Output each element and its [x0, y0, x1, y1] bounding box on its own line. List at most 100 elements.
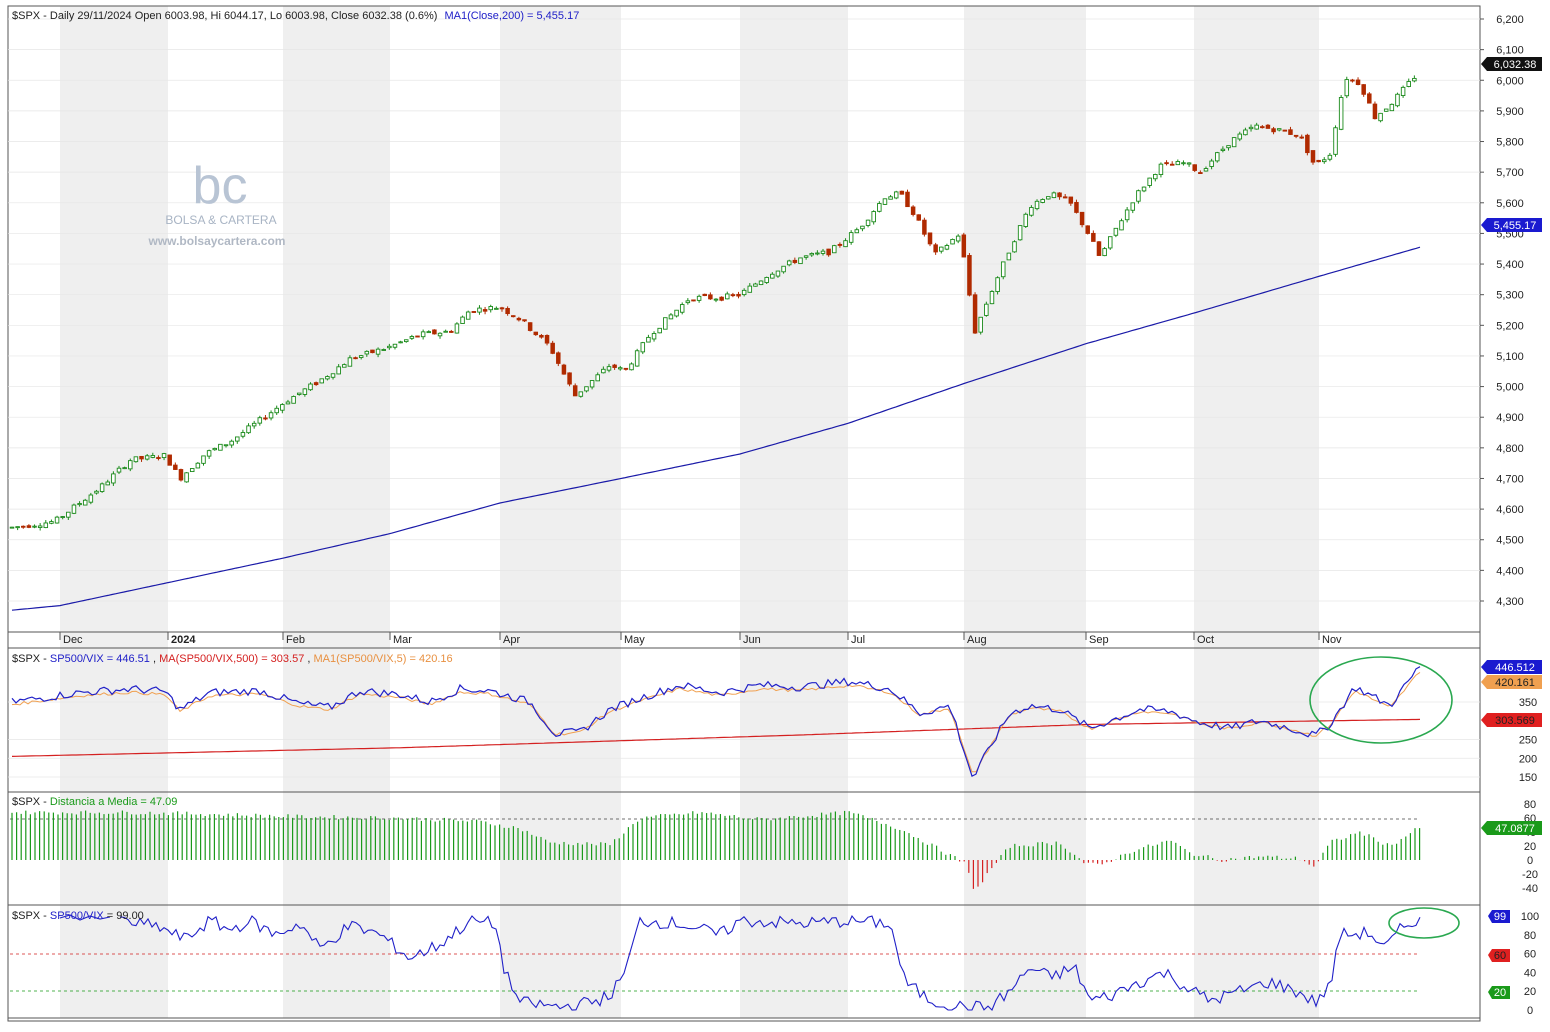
osc-tag-upper: 60	[1488, 949, 1510, 962]
candle-body	[539, 334, 544, 338]
candle-body	[967, 255, 972, 296]
candle-body	[1051, 192, 1057, 199]
candle-body	[494, 307, 499, 310]
candle-body	[15, 526, 20, 529]
candle-body	[347, 357, 353, 367]
candle-body	[893, 191, 899, 199]
ratio-header-sep1: ,	[153, 653, 159, 665]
ratio-panel: $SPX - SP500/VIX = 446.51 , MA(SP500/VIX…	[11, 653, 1542, 784]
candle-body	[1186, 162, 1192, 165]
candle-body	[1124, 209, 1130, 221]
osc-header: $SPX - SP500/VIX = 99.00	[12, 910, 144, 922]
candle-body	[679, 304, 685, 313]
main-header-prefix: $SPX - Daily 29/11/2024 Open 6003.98, Hi…	[12, 10, 437, 22]
candle-body	[1350, 79, 1355, 82]
dist-tick-label: 20	[1524, 841, 1536, 853]
candle-body	[1248, 126, 1254, 130]
candle-body	[685, 300, 691, 304]
candle-body	[1344, 79, 1350, 97]
ratio-header-s1: SP500/VIX = 446.51	[50, 653, 150, 665]
month-band	[500, 6, 621, 1018]
price-tick-label: 4,500	[1496, 535, 1524, 547]
candle-body	[516, 317, 522, 321]
candle-body	[88, 494, 94, 503]
dist-header-prefix: $SPX -	[12, 796, 50, 808]
candle-body	[60, 516, 65, 518]
candle-body	[815, 252, 820, 255]
logo-letters: bc	[193, 157, 248, 215]
candle-body	[730, 294, 736, 297]
candle-body	[426, 331, 432, 334]
candle-body	[313, 382, 319, 386]
candle-body	[1141, 186, 1147, 192]
osc-tag-value: 99	[1488, 910, 1510, 923]
candle-body	[77, 503, 82, 506]
ratio-header-sep2: ,	[307, 653, 313, 665]
candle-body	[972, 294, 978, 334]
price-tick-label: 5,800	[1496, 137, 1524, 149]
candle-body	[1198, 172, 1203, 175]
price-tick-label: 5,400	[1496, 259, 1524, 271]
candle-body	[961, 234, 967, 258]
candle-body	[353, 357, 358, 360]
candle-body	[809, 253, 814, 256]
candle-body	[66, 511, 71, 518]
candle-body	[189, 468, 195, 473]
osc-header-series: SP500/VIX	[50, 910, 104, 922]
candle-body	[1333, 127, 1338, 155]
candle-body	[736, 293, 741, 297]
candle-body	[235, 436, 240, 442]
month-band	[1194, 6, 1319, 1018]
candle-body	[618, 367, 623, 370]
candle-body	[753, 283, 758, 287]
dist-tick-label: -40	[1522, 883, 1538, 895]
candle-body	[1316, 159, 1321, 163]
candle-body	[674, 309, 679, 317]
candle-body	[612, 364, 617, 368]
x-tick-label: Apr	[503, 634, 520, 646]
candle-body	[223, 444, 229, 447]
candle-body	[708, 294, 713, 300]
price-panel: bc BOLSA & CARTERA www.bolsaycartera.com…	[9, 10, 1542, 646]
candle-body	[128, 460, 133, 470]
candle-body	[499, 307, 505, 310]
candle-body	[291, 396, 296, 404]
price-tick-label: 5,100	[1496, 351, 1524, 363]
candle-body	[302, 388, 308, 395]
candle-body	[133, 456, 139, 463]
ratio-tick-label: 150	[1519, 772, 1537, 784]
candle-body	[899, 190, 905, 195]
candle-body	[139, 455, 144, 460]
candle-body	[1192, 164, 1197, 171]
candle-body	[167, 454, 172, 466]
candle-body	[268, 412, 274, 419]
candle-body	[111, 473, 116, 484]
candle-body	[741, 289, 747, 296]
candle-body	[764, 276, 769, 283]
candle-body	[702, 293, 707, 297]
candle-body	[280, 404, 285, 411]
candle-body	[358, 355, 364, 358]
candle-body	[482, 309, 488, 312]
dist-tag-text: 47.0877	[1495, 823, 1535, 835]
candle-body	[251, 422, 257, 427]
candle-body	[1147, 177, 1152, 186]
x-tick-label: Jun	[743, 634, 761, 646]
osc-header-prefix: $SPX -	[12, 910, 50, 922]
candle-body	[1276, 128, 1282, 131]
candle-body	[1243, 129, 1248, 136]
candle-body	[246, 425, 251, 434]
candle-body	[1113, 227, 1119, 236]
candle-body	[865, 219, 871, 226]
candle-body	[888, 196, 893, 200]
candle-body	[522, 319, 527, 322]
dist-tick-label: 80	[1524, 799, 1536, 811]
ratio-header: $SPX - SP500/VIX = 446.51 , MA(SP500/VIX…	[12, 653, 453, 665]
ratio-tag-1-text: 446.512	[1495, 662, 1535, 674]
highlight-circle-ratio	[1309, 656, 1453, 744]
ma-tag: 5,455.17	[1481, 218, 1542, 232]
candle-body	[691, 299, 696, 302]
x-tick-label: Sep	[1089, 634, 1109, 646]
candle-body	[1107, 236, 1113, 249]
price-tick-label: 5,600	[1496, 198, 1524, 210]
